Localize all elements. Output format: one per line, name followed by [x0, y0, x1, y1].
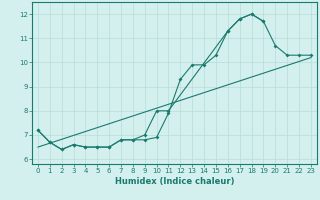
- X-axis label: Humidex (Indice chaleur): Humidex (Indice chaleur): [115, 177, 234, 186]
